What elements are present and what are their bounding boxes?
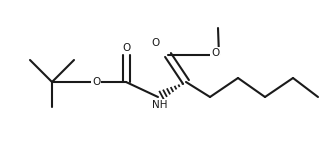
Text: O: O <box>92 77 100 87</box>
Text: O: O <box>211 48 219 58</box>
Text: NH: NH <box>152 100 168 110</box>
Text: O: O <box>151 38 159 48</box>
Text: O: O <box>122 43 130 53</box>
